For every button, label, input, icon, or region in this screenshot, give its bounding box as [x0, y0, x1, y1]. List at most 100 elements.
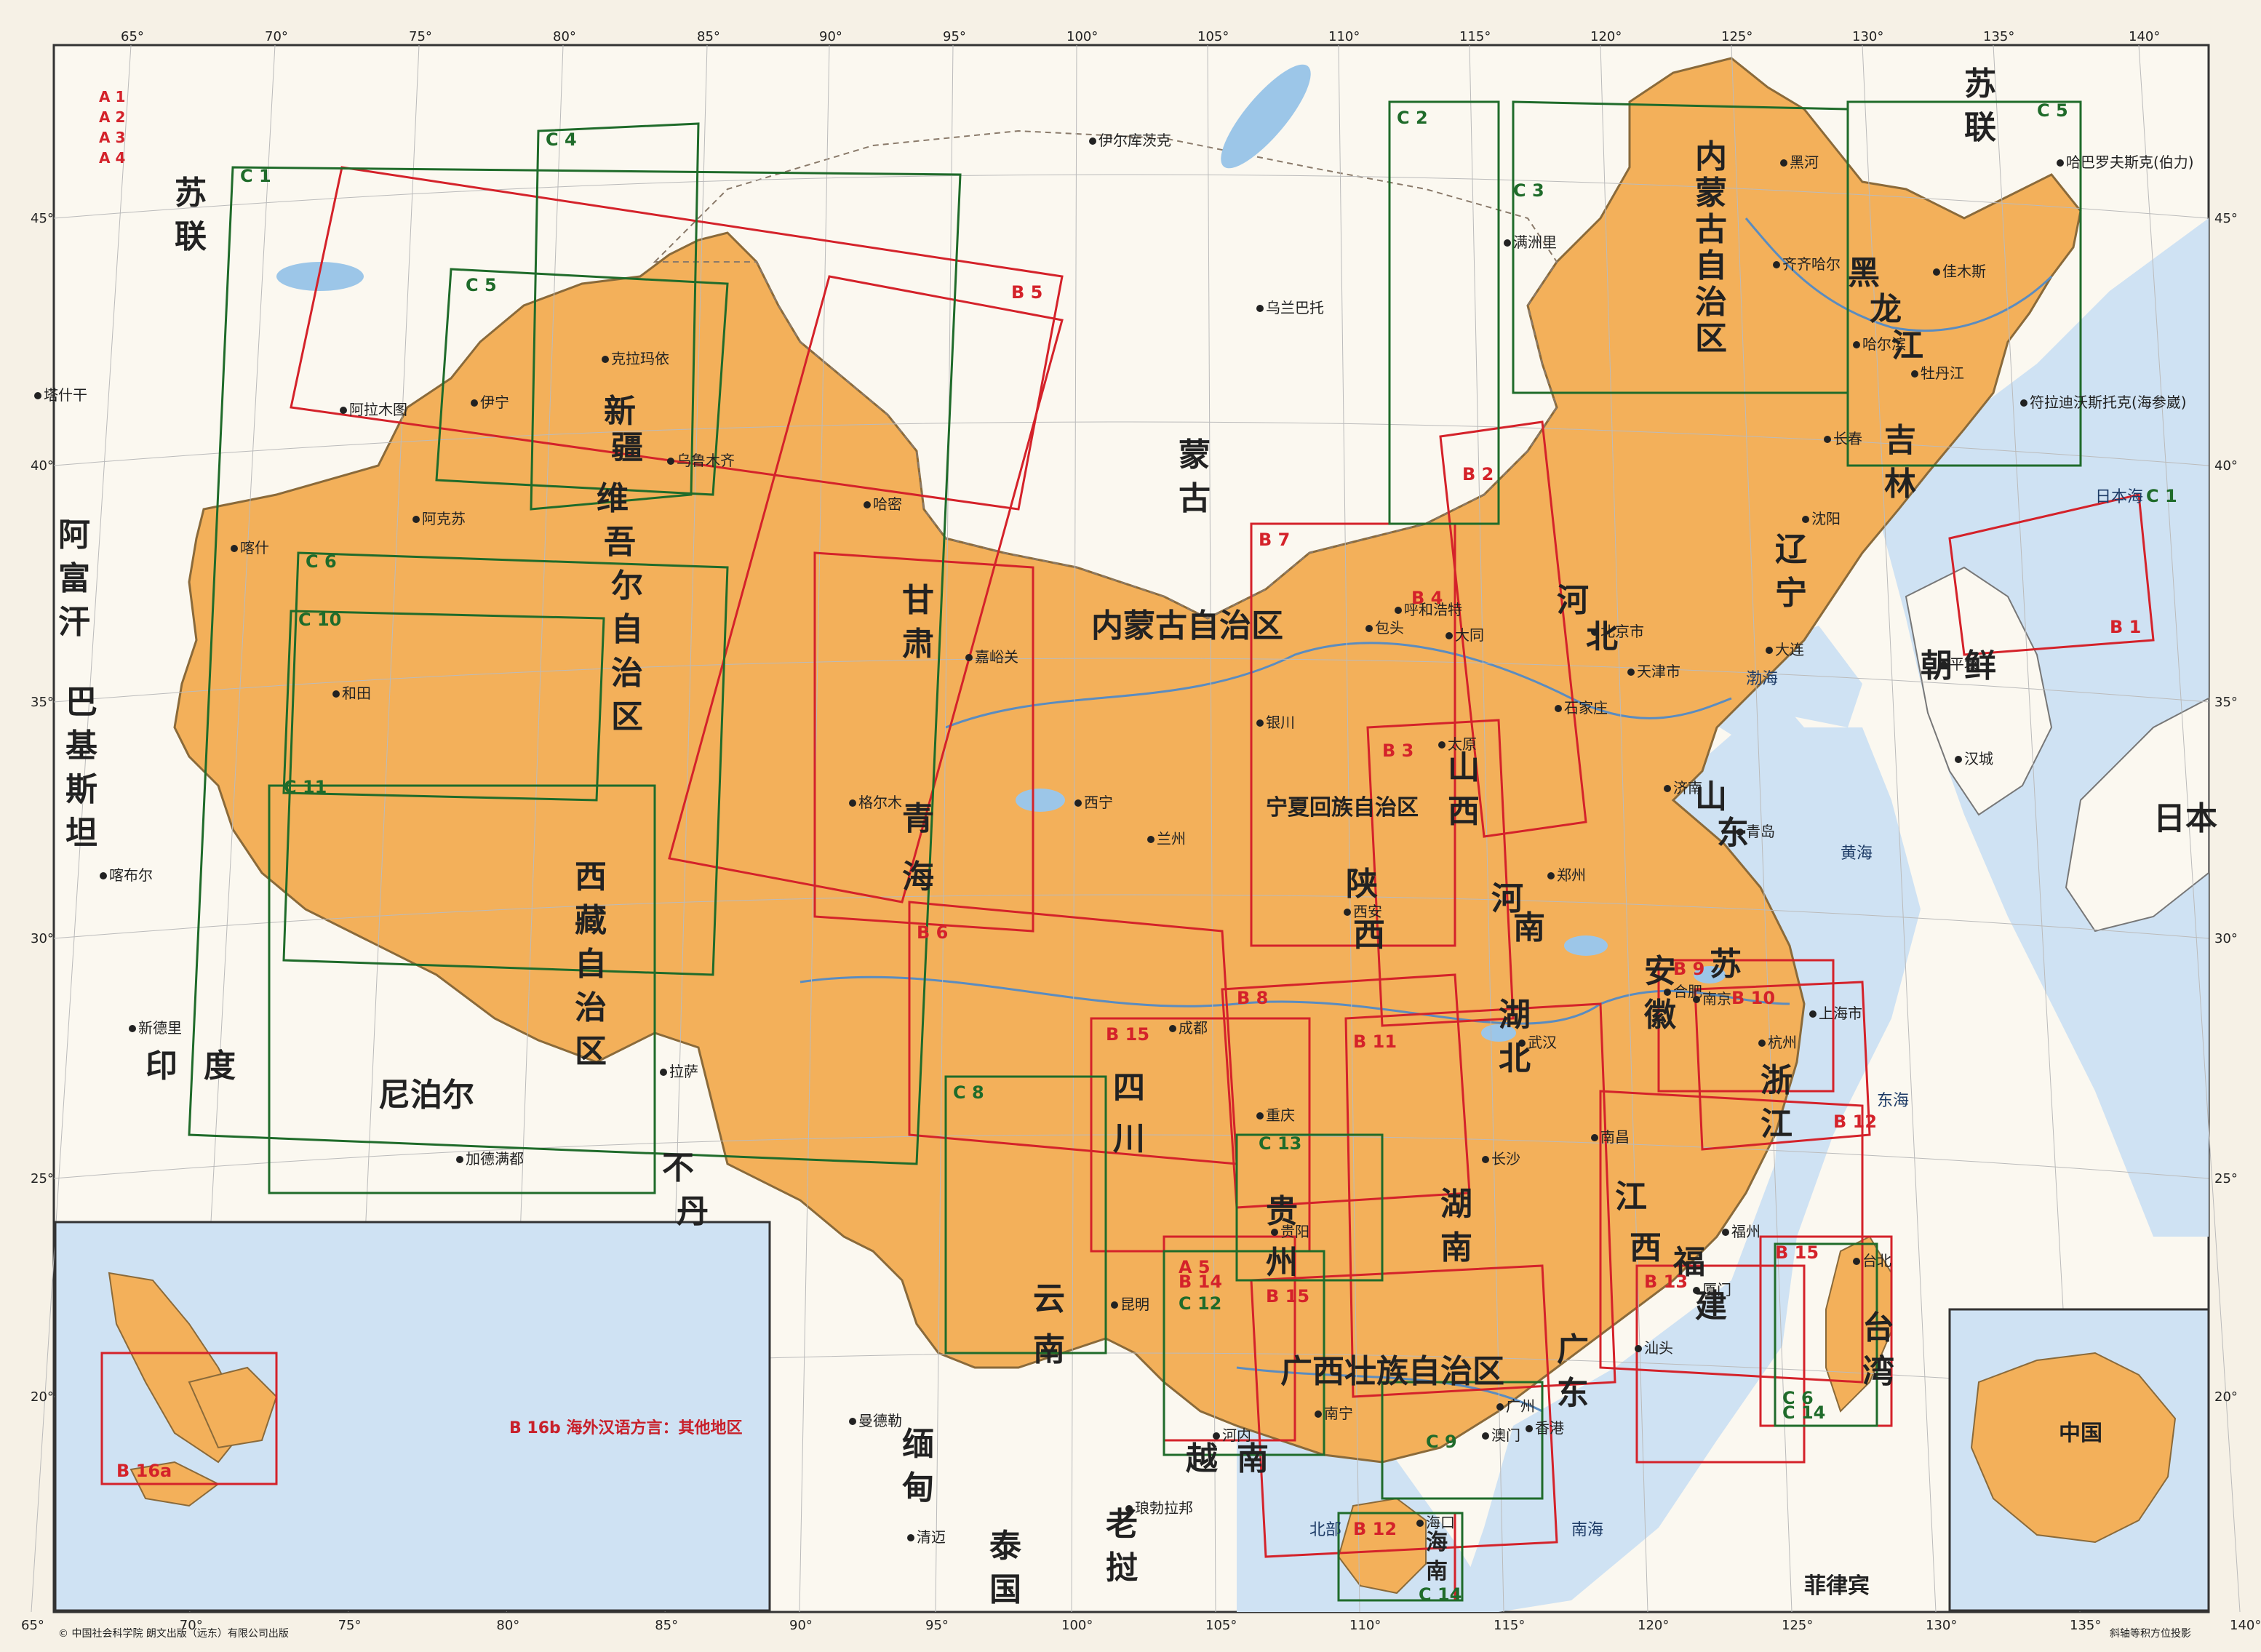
country-laowo-2: 挝	[1106, 1549, 1138, 1587]
country-yindu-1: 印	[145, 1048, 178, 1085]
korea-peninsula	[1905, 566, 2053, 816]
country-sulian-w-1: 苏	[175, 175, 207, 212]
parallel-line	[53, 174, 2209, 219]
inset-southeast-asia	[54, 1221, 771, 1612]
region-shanxi-1: 山	[1448, 749, 1480, 786]
longitude-tick-bottom: 125°	[1782, 1618, 1813, 1633]
city-wulanbatuo: 乌兰巴托	[1266, 299, 1324, 316]
city-marker	[849, 1418, 856, 1425]
green-box-label: C 9	[1426, 1432, 1457, 1452]
box-c6	[282, 551, 729, 976]
city-aomen: 澳门	[1491, 1426, 1520, 1444]
box-labels: B 1 B 2 B 3 B 4 B 5 B 6 B 7 B 8 B 9 B 10 B 11 B 12 B…	[240, 100, 2177, 1605]
region-gansu-1: 甘	[902, 582, 934, 619]
red-box-label: A 5	[1179, 1257, 1211, 1277]
city-langbo: 琅勃拉邦	[1135, 1499, 1193, 1517]
green-box-label: C 4	[546, 129, 577, 150]
region-shaanxi-2: 西	[1353, 917, 1385, 954]
city-fuladiwosituoke: 符拉迪沃斯托克(海参崴)	[2030, 394, 2187, 411]
region-guangdong-1: 广	[1557, 1331, 1589, 1368]
region-neimenggu-ne-2: 蒙	[1695, 175, 1727, 212]
projection-footer: 斜轴等积方位投影	[2110, 1627, 2191, 1640]
longitude-tick-top: 100°	[1066, 29, 1098, 44]
city-jiamusi: 佳木斯	[1942, 263, 1986, 280]
green-box-label: C 1	[2146, 486, 2177, 506]
country-miandian-2: 甸	[902, 1469, 934, 1507]
city-marker	[667, 458, 674, 465]
city-guangzhou: 广州	[1506, 1397, 1535, 1415]
city-marker	[34, 392, 41, 399]
city-yining: 伊宁	[480, 394, 509, 411]
red-box-label: B 13	[1644, 1272, 1688, 1292]
longitude-tick-bottom: 80°	[496, 1618, 519, 1633]
city-marker	[1365, 625, 1373, 632]
meridian-line	[1207, 44, 1216, 1613]
red-box-label: B 12	[1833, 1112, 1877, 1132]
latitude-tick-right: 20°	[2214, 1389, 2238, 1405]
city-qiqihaer: 齐齐哈尔	[1782, 255, 1841, 273]
city-marker	[1591, 629, 1598, 636]
longitude-tick-bottom: 95°	[925, 1618, 949, 1633]
latitude-tick-right: 45°	[2214, 211, 2238, 226]
city-marker	[1089, 137, 1096, 145]
country-yindu-2: 度	[204, 1048, 236, 1085]
longitude-tick-top: 65°	[121, 29, 144, 44]
city-kunming: 昆明	[1120, 1296, 1149, 1313]
city-tashigan: 塔什干	[44, 386, 87, 404]
city-geermu: 格尔木	[858, 794, 902, 811]
city-fuzhou: 福州	[1731, 1223, 1760, 1240]
city-kelamayi: 克拉玛依	[611, 350, 669, 367]
country-bajisitan-3: 斯	[65, 771, 97, 808]
lake-poyang	[1564, 935, 1608, 956]
city-marker	[1853, 341, 1860, 348]
longitude-tick-bottom: 110°	[1349, 1618, 1381, 1633]
city-marker	[849, 799, 856, 807]
latitude-tick-left: 35°	[31, 695, 54, 710]
region-fujian-2: 建	[1695, 1288, 1727, 1325]
longitude-tick-top: 135°	[1983, 29, 2014, 44]
region-shaanxi-1: 陕	[1346, 866, 1378, 903]
longitude-tick-top: 90°	[819, 29, 842, 44]
country-sulian-w-2: 联	[175, 218, 207, 255]
city-lanzhou: 兰州	[1157, 830, 1186, 847]
city-marker	[660, 1069, 667, 1076]
red-box-label: B 5	[1011, 282, 1042, 303]
city-changsha: 长沙	[1491, 1150, 1520, 1168]
country-yuenan-2: 南	[1237, 1440, 1269, 1477]
city-marker	[471, 399, 478, 407]
city-hangzhou: 杭州	[1768, 1034, 1797, 1051]
country-afuhan-3: 汗	[58, 604, 90, 641]
city-jiademan: 加德满都	[466, 1150, 524, 1168]
city-marker	[412, 516, 420, 523]
country-yuenan-1: 越	[1186, 1440, 1219, 1477]
city-marker	[1125, 1505, 1133, 1512]
region-zhejiang-1: 浙	[1760, 1062, 1793, 1099]
inset-box-b16a	[100, 1352, 278, 1485]
latitude-tick-left: 45°	[31, 211, 54, 226]
box-c10	[282, 610, 605, 802]
country-chaoxian-2: 鲜	[1964, 647, 1996, 685]
city-marker	[332, 690, 340, 698]
city-marker	[1824, 436, 1831, 443]
box-c12	[1163, 1250, 1325, 1456]
longitude-tick-bottom: 105°	[1205, 1618, 1237, 1633]
japan-islands	[2065, 697, 2209, 933]
region-xizang-2: 藏	[575, 902, 607, 939]
region-neimenggu-ne-3: 古	[1695, 211, 1727, 248]
green-box-label: C 6	[306, 551, 337, 572]
city-marker	[1780, 159, 1787, 167]
region-jiangxi-2: 西	[1630, 1229, 1662, 1266]
red-box-label: B 15	[1266, 1286, 1309, 1306]
region-neimenggu-ne-1: 内	[1695, 138, 1727, 175]
meridian-line	[1338, 44, 1360, 1613]
city-marker	[1482, 1432, 1489, 1440]
city-kashi: 喀什	[240, 539, 269, 556]
red-box-label: B 3	[1382, 741, 1413, 761]
region-anhui-1: 安	[1644, 953, 1676, 990]
green-box-label: C 10	[298, 610, 341, 630]
box-b15c	[1759, 1235, 1893, 1427]
city-lasa: 拉萨	[669, 1063, 698, 1080]
box-b8	[1221, 973, 1471, 1209]
city-marker	[1111, 1301, 1118, 1309]
